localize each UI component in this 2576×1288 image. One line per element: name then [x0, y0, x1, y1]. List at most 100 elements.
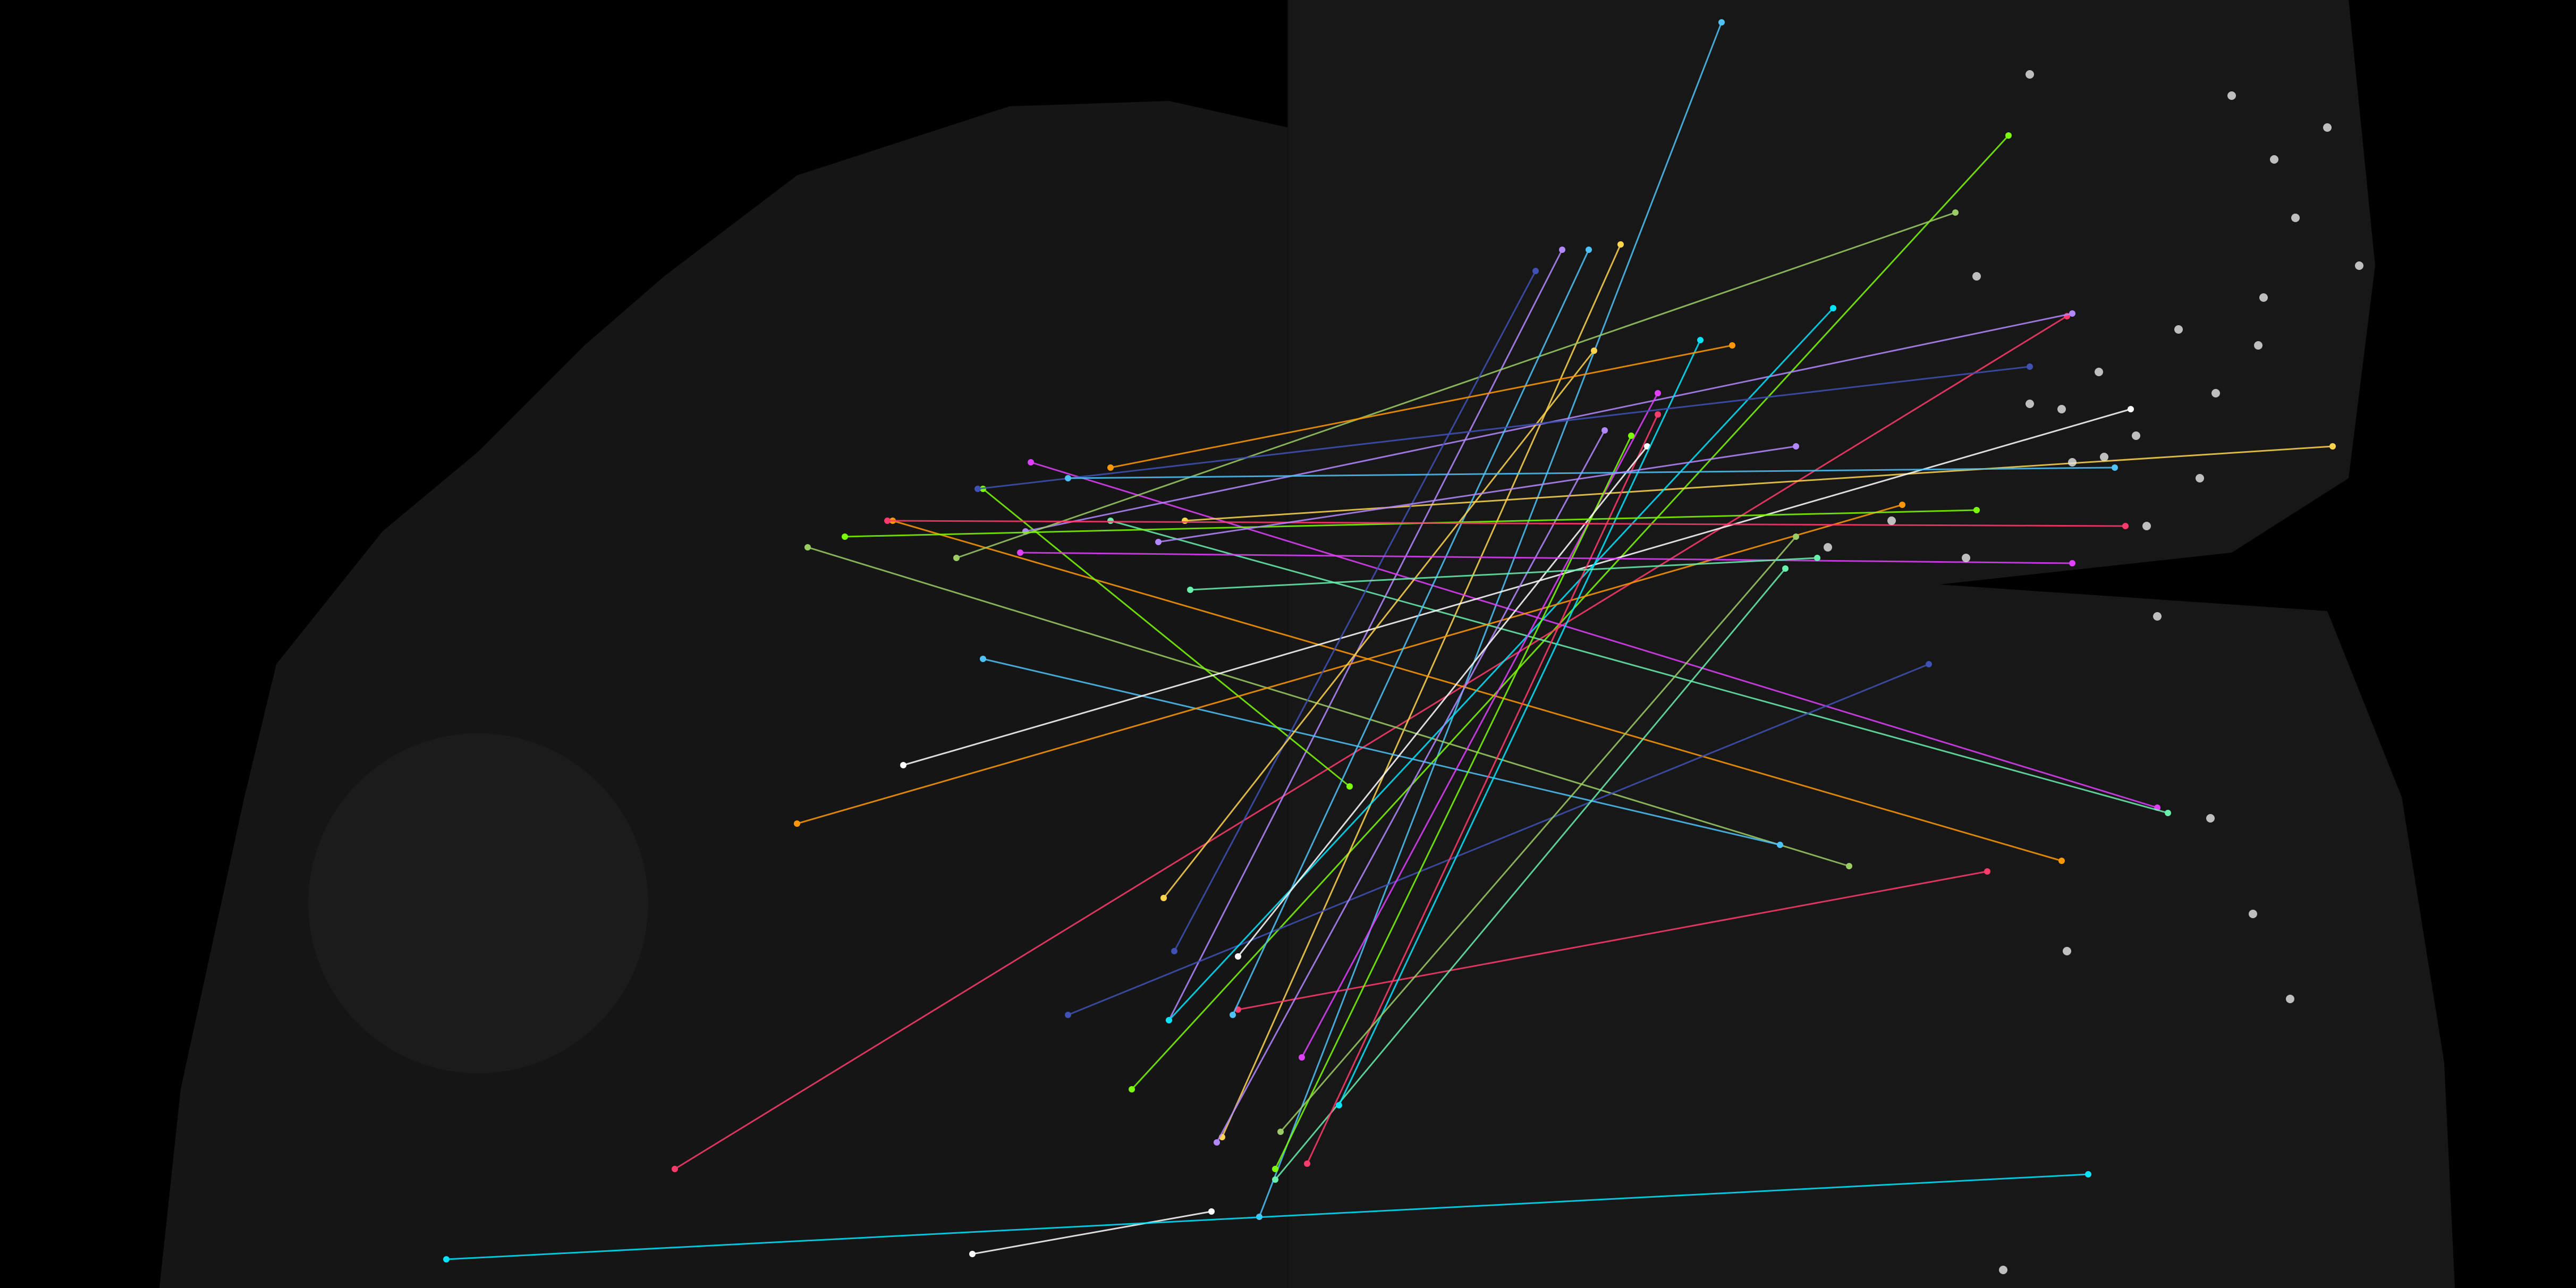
keypoint — [2027, 363, 2033, 370]
keypoint — [1187, 587, 1193, 593]
keypoint — [1586, 247, 1592, 253]
keypoint — [1782, 565, 1789, 572]
bright-spot — [2095, 368, 2103, 376]
keypoint — [1235, 953, 1241, 960]
bright-spot — [1962, 554, 1970, 562]
bright-spot — [2254, 341, 2263, 350]
bright-spot — [2026, 400, 2034, 408]
keypoint — [1208, 1208, 1215, 1215]
keypoint — [1171, 948, 1177, 954]
keypoint — [1814, 555, 1820, 561]
keypoint — [1065, 475, 1071, 481]
keypoint — [1899, 502, 1905, 508]
keypoint — [1697, 337, 1704, 343]
keypoint — [804, 544, 811, 550]
bright-spot — [1887, 516, 1896, 525]
bright-spot — [2323, 123, 2332, 132]
bright-spot — [2174, 325, 2183, 334]
keypoint — [1628, 433, 1634, 439]
keypoint — [1559, 247, 1565, 253]
keypoint — [1793, 443, 1799, 450]
keypoint — [1718, 19, 1725, 26]
keypoint — [1277, 1129, 1284, 1135]
keypoint — [1166, 1017, 1172, 1023]
bright-spot — [2206, 814, 2215, 823]
keypoint — [1107, 464, 1114, 471]
bright-spot — [2153, 612, 2162, 621]
keypoint — [1182, 518, 1188, 524]
bright-spot — [2057, 405, 2066, 413]
bright-spot — [2063, 947, 2071, 955]
bright-spot — [2355, 261, 2363, 270]
bright-spot — [2249, 910, 2257, 918]
keypoint — [1272, 1166, 1278, 1172]
keypoint — [2085, 1171, 2091, 1177]
keypoint — [1591, 348, 1597, 354]
bright-spot — [2211, 389, 2220, 397]
keypoint — [1299, 1054, 1305, 1061]
bright-spot — [2291, 214, 2300, 222]
bright-spot — [2132, 431, 2140, 440]
keypoint — [1065, 1012, 1071, 1018]
keypoint — [1793, 533, 1799, 540]
bright-spot — [1972, 272, 1981, 281]
bright-spot — [2286, 995, 2294, 1003]
keypoint — [1777, 842, 1783, 848]
keypoint — [1973, 507, 1980, 513]
keypoint — [794, 820, 800, 827]
bright-spot — [2026, 70, 2034, 79]
keypoint — [1984, 868, 1990, 875]
keypoint — [1129, 1086, 1135, 1092]
keypoint — [953, 555, 960, 561]
keypoint — [969, 1251, 976, 1257]
bright-spot — [2142, 522, 2151, 530]
keypoint — [884, 518, 891, 524]
keypoint — [1952, 209, 1959, 216]
bright-spot — [2270, 155, 2278, 164]
keypoint — [1926, 661, 1932, 667]
keypoint — [1230, 1012, 1236, 1018]
keypoint — [1336, 1102, 1342, 1108]
keypoint — [1346, 783, 1353, 790]
keypoint — [1304, 1160, 1310, 1167]
right-tissue-section — [1288, 0, 2455, 1288]
keypoint — [1617, 241, 1624, 248]
bright-spot — [2227, 91, 2236, 100]
keypoint — [1107, 518, 1114, 524]
keypoint — [1272, 1176, 1278, 1183]
bright-spot — [2100, 453, 2108, 461]
keypoint — [672, 1166, 678, 1172]
keypoint — [1017, 549, 1023, 556]
keypoint — [975, 486, 981, 492]
bright-spot — [2196, 474, 2204, 482]
keypoint — [1532, 268, 1539, 274]
keypoint — [1601, 427, 1608, 434]
bright-spot — [2259, 293, 2268, 302]
keypoint — [2329, 443, 2336, 450]
keypoint — [1155, 539, 1162, 545]
keypoint — [1160, 895, 1167, 901]
panel-divider — [1287, 0, 1289, 1288]
keypoint — [2165, 810, 2171, 816]
bright-spot — [1824, 543, 1832, 552]
keypoint — [842, 533, 848, 540]
bright-spot — [1999, 1266, 2007, 1274]
keypoint — [2069, 560, 2075, 566]
keypoint — [1830, 305, 1836, 311]
keypoint — [2122, 523, 2129, 529]
keypoint — [2069, 310, 2075, 317]
keypoint — [980, 656, 986, 662]
bright-spot — [2068, 458, 2077, 467]
keypoint — [900, 762, 906, 768]
keypoint — [443, 1256, 450, 1262]
keypoint — [2112, 464, 2118, 471]
left-tissue-region — [308, 733, 648, 1073]
keypoint — [2128, 406, 2134, 412]
keypoint — [1655, 411, 1661, 418]
keypoint — [2005, 132, 2012, 139]
keypoint — [1729, 342, 1735, 349]
keypoint — [2058, 858, 2065, 864]
keypoint — [1846, 863, 1852, 869]
keypoint — [1655, 390, 1661, 396]
